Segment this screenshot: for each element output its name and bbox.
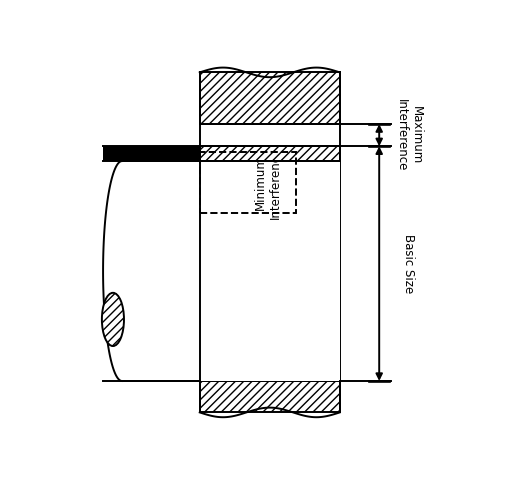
Bar — [200, 381, 340, 412]
Bar — [103, 157, 200, 381]
Text: Basic Size: Basic Size — [402, 234, 415, 293]
Bar — [200, 152, 296, 213]
Bar — [200, 146, 340, 161]
Ellipse shape — [102, 293, 124, 346]
Bar — [103, 146, 200, 161]
Bar — [200, 157, 340, 381]
Text: Minimum
Interference: Minimum Interference — [254, 146, 282, 218]
Text: Maximum
Interference: Maximum Interference — [395, 99, 423, 171]
Bar — [200, 72, 340, 124]
